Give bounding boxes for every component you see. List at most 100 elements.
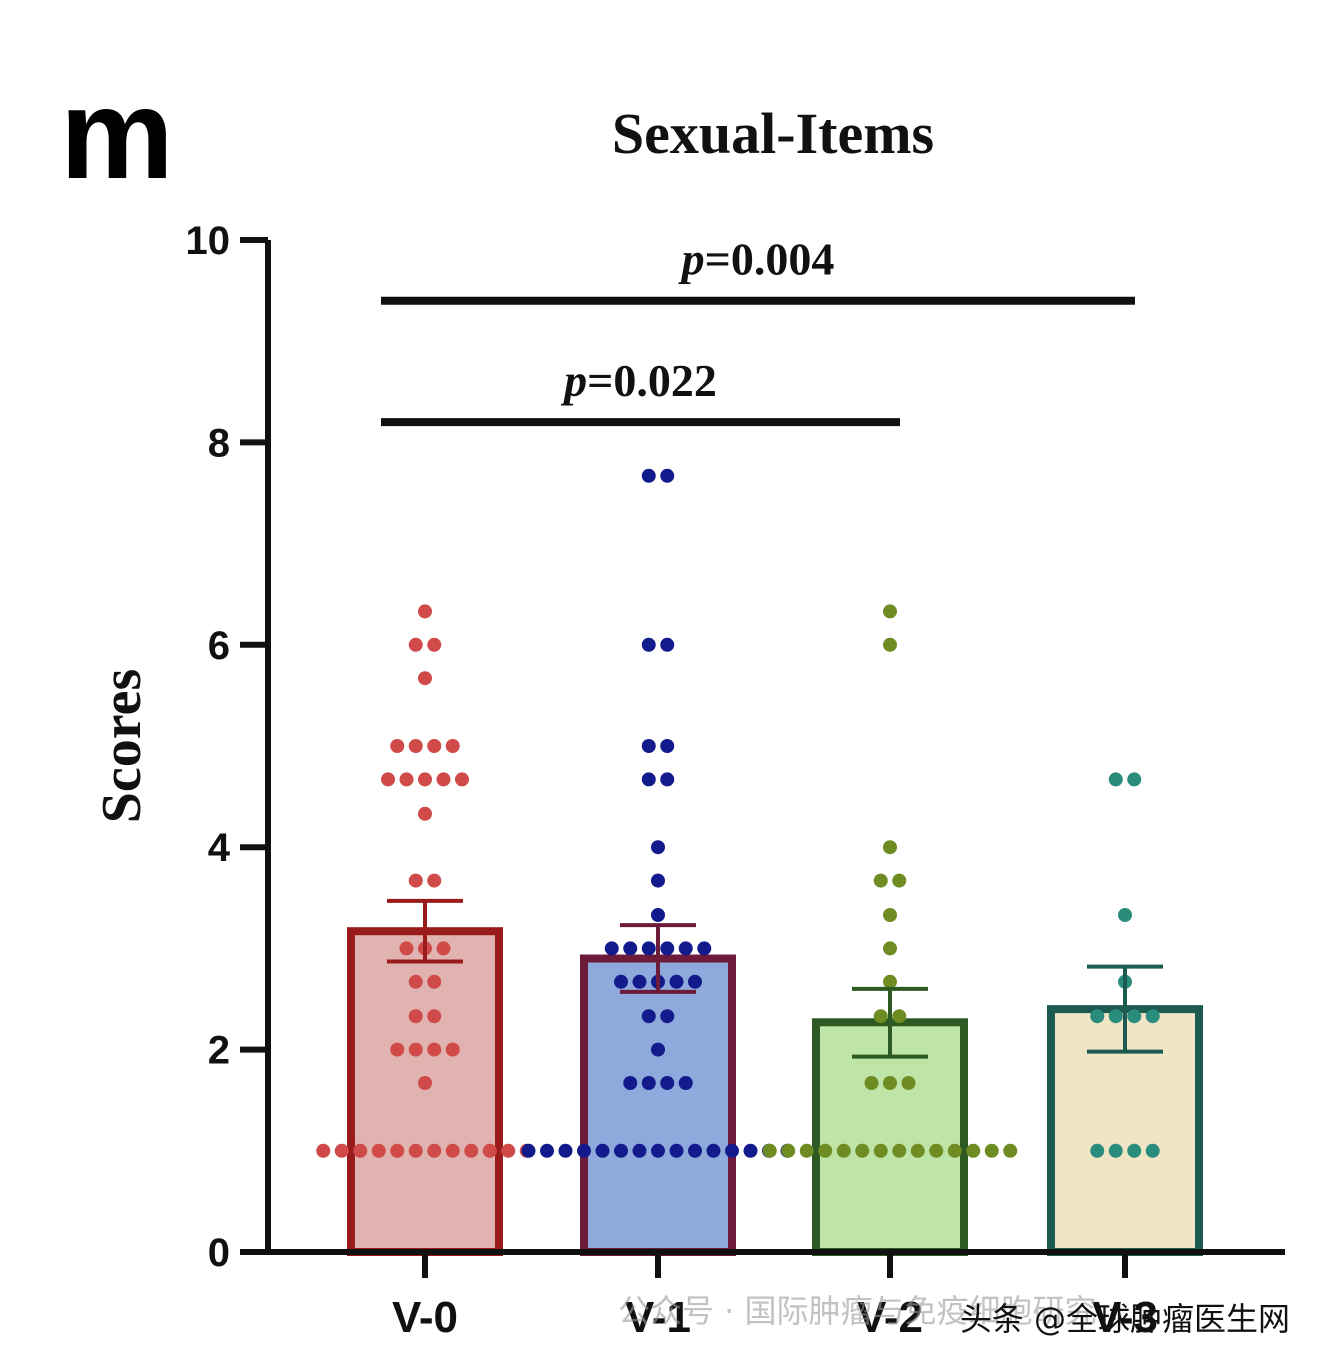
data-point-v-0 bbox=[408, 873, 423, 888]
data-point-v-2 bbox=[818, 1143, 833, 1158]
data-point-v-1 bbox=[632, 974, 647, 989]
data-point-v-2 bbox=[966, 1143, 981, 1158]
points-layer bbox=[316, 468, 1160, 1158]
data-point-v-2 bbox=[929, 1143, 944, 1158]
data-point-v-3 bbox=[1145, 1143, 1160, 1158]
data-point-v-1 bbox=[678, 941, 693, 956]
data-point-v-0 bbox=[501, 1143, 516, 1158]
data-point-v-1 bbox=[660, 637, 675, 652]
data-point-v-1 bbox=[604, 941, 619, 956]
data-point-v-2 bbox=[836, 1143, 851, 1158]
data-point-v-0 bbox=[408, 739, 423, 753]
data-point-v-1 bbox=[706, 1143, 721, 1158]
data-point-v-3 bbox=[1127, 772, 1142, 787]
data-point-v-0 bbox=[408, 1143, 423, 1158]
data-point-v-1 bbox=[669, 974, 684, 989]
error-bars-layer bbox=[387, 898, 1163, 1059]
data-point-v-1 bbox=[725, 1143, 739, 1158]
data-point-v-1 bbox=[660, 941, 675, 956]
data-point-v-1 bbox=[660, 468, 675, 483]
data-point-v-0 bbox=[399, 772, 414, 787]
data-point-v-3 bbox=[1108, 1009, 1123, 1024]
data-point-v-1 bbox=[641, 468, 656, 483]
data-point-v-1 bbox=[697, 941, 712, 956]
panel-letter: m bbox=[60, 63, 174, 206]
data-point-v-0 bbox=[464, 1143, 479, 1158]
axes-layer: 0 2 4 6 8 10 V-0 V-1 V-2 V-3 bbox=[186, 219, 1285, 1342]
data-point-v-1 bbox=[614, 1143, 628, 1158]
data-point-v-2 bbox=[873, 1143, 888, 1158]
data-point-v-1 bbox=[743, 1143, 758, 1158]
y-tick-label: 2 bbox=[208, 1029, 230, 1073]
data-point-v-1 bbox=[614, 974, 628, 989]
data-point-v-3 bbox=[1145, 1009, 1160, 1024]
y-tick-label: 10 bbox=[186, 219, 231, 263]
data-point-v-2 bbox=[984, 1143, 999, 1158]
data-point-v-2 bbox=[799, 1143, 814, 1158]
data-point-v-1 bbox=[558, 1143, 573, 1158]
x-tick-label-v-0: V-0 bbox=[392, 1293, 458, 1342]
data-point-v-2 bbox=[947, 1143, 962, 1158]
data-point-v-1 bbox=[641, 772, 656, 787]
y-tick-label: 8 bbox=[208, 421, 230, 465]
data-point-v-3 bbox=[1108, 1143, 1123, 1158]
data-point-v-0 bbox=[390, 1143, 405, 1158]
data-point-v-2 bbox=[892, 1143, 907, 1158]
bar-v-0 bbox=[347, 927, 503, 1256]
data-point-v-2 bbox=[1003, 1143, 1018, 1158]
data-point-v-1 bbox=[651, 873, 665, 888]
data-point-v-2 bbox=[892, 873, 907, 888]
data-point-v-1 bbox=[660, 739, 675, 753]
p-value: =0.022 bbox=[587, 355, 717, 406]
data-point-v-0 bbox=[427, 1009, 442, 1024]
data-point-v-1 bbox=[678, 1075, 693, 1090]
data-point-v-0 bbox=[455, 772, 469, 787]
data-point-v-0 bbox=[427, 739, 442, 753]
data-point-v-2 bbox=[892, 1009, 907, 1024]
data-point-v-3 bbox=[1090, 1009, 1105, 1024]
y-axis-label: Scores bbox=[91, 669, 153, 824]
data-point-v-2 bbox=[864, 1075, 879, 1090]
data-point-v-1 bbox=[641, 1009, 656, 1024]
data-point-v-0 bbox=[399, 941, 414, 956]
data-point-v-2 bbox=[883, 604, 897, 619]
data-point-v-0 bbox=[427, 974, 442, 989]
significance-label-1: p=0.022 bbox=[560, 355, 717, 406]
p-value: =0.004 bbox=[705, 234, 835, 285]
bar-v-1 bbox=[580, 954, 736, 1257]
data-point-v-1 bbox=[540, 1143, 554, 1158]
data-point-v-2 bbox=[883, 637, 897, 652]
data-point-v-0 bbox=[418, 806, 432, 821]
data-point-v-0 bbox=[427, 873, 442, 888]
data-point-v-1 bbox=[651, 908, 665, 923]
watermark-main-text: 头条 @全球肿瘤医生网 bbox=[960, 1300, 1290, 1338]
y-tick-label: 0 bbox=[208, 1231, 230, 1275]
x-tick-label-v-2: V-2 bbox=[857, 1293, 923, 1342]
data-point-v-0 bbox=[334, 1143, 349, 1158]
data-point-v-2 bbox=[873, 1009, 888, 1024]
data-point-v-0 bbox=[445, 1042, 460, 1057]
data-point-v-1 bbox=[660, 772, 675, 787]
data-point-v-1 bbox=[595, 1143, 610, 1158]
data-point-v-3 bbox=[1118, 908, 1132, 923]
data-point-v-0 bbox=[381, 772, 395, 787]
data-point-v-2 bbox=[883, 840, 897, 855]
data-point-v-1 bbox=[660, 1075, 675, 1090]
watermark: 公众号 · 国际肿瘤与免疫细胞研究 头条 @全球肿瘤医生网 bbox=[618, 1292, 1290, 1338]
data-point-v-1 bbox=[641, 941, 656, 956]
data-point-v-0 bbox=[418, 671, 432, 686]
data-point-v-2 bbox=[883, 974, 897, 989]
data-point-v-1 bbox=[623, 941, 638, 956]
data-point-v-0 bbox=[316, 1143, 331, 1158]
data-point-v-3 bbox=[1108, 772, 1123, 787]
data-point-v-0 bbox=[408, 637, 423, 652]
data-point-v-1 bbox=[651, 1042, 665, 1057]
data-point-v-2 bbox=[883, 941, 897, 956]
data-point-v-1 bbox=[660, 1009, 675, 1024]
y-tick-label: 4 bbox=[208, 826, 231, 870]
data-point-v-0 bbox=[408, 974, 423, 989]
data-point-v-0 bbox=[445, 1143, 460, 1158]
p-symbol: p bbox=[560, 355, 587, 406]
